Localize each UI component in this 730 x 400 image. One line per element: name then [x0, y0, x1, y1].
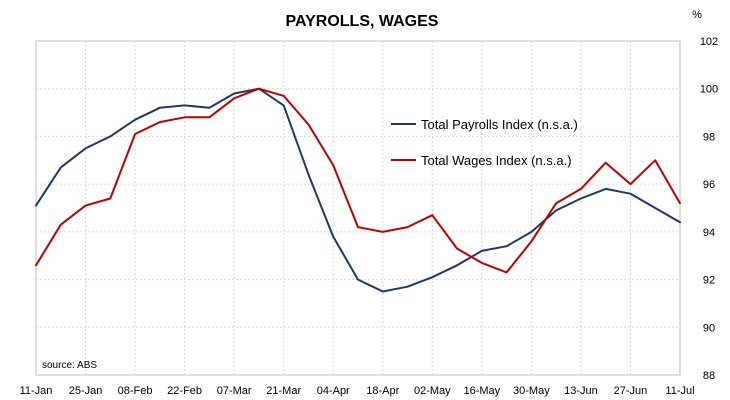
payrolls-series-line — [35, 87, 681, 293]
x-tick-label-02-May: 02-May — [414, 385, 451, 397]
x-tick-label-04-Apr: 04-Apr — [317, 385, 350, 397]
legend-label-payrolls: Total Payrolls Index (n.s.a.) — [421, 117, 578, 132]
wages-series-line — [35, 87, 681, 274]
x-tick-label-22-Feb: 22-Feb — [167, 385, 202, 397]
x-tick-label-18-Apr: 18-Apr — [366, 385, 399, 397]
y-axis-ticks: 88 90 92 94 96 98 100 102 — [700, 36, 718, 382]
x-tick-label-07-Mar: 07-Mar — [217, 385, 252, 397]
x-tick-label-21-Mar: 21-Mar — [266, 385, 301, 397]
x-tick-label-25-Jan: 25-Jan — [69, 385, 103, 397]
y-tick-label-94: 94 — [703, 227, 715, 239]
x-axis-ticks: 11-Jan 25-Jan 08-Feb 22-Feb 07-Mar 21-Mar 04-A… — [20, 385, 695, 397]
y-tick-label-88: 88 — [703, 370, 715, 382]
gridlines — [36, 41, 680, 375]
legend: Total Payrolls Index (n.s.a.) Total Wages… — [391, 117, 578, 168]
chart-title: PAYROLLS, WAGES — [286, 13, 439, 30]
y-tick-label-96: 96 — [703, 179, 715, 191]
y-axis-unit: % — [692, 9, 702, 21]
y-tick-label-92: 92 — [703, 275, 715, 287]
x-tick-label-11-Jan: 11-Jan — [20, 385, 53, 397]
source-note: source: ABS — [42, 360, 97, 371]
legend-label-wages: Total Wages Index (n.s.a.) — [421, 153, 572, 168]
y-tick-label-90: 90 — [703, 322, 715, 334]
x-tick-label-30-May: 30-May — [513, 385, 550, 397]
y-tick-label-102: 102 — [700, 36, 718, 48]
x-tick-label-13-Jun: 13-Jun — [564, 385, 598, 397]
x-tick-label-11-Jul: 11-Jul — [665, 385, 694, 397]
x-tick-label-08-Feb: 08-Feb — [118, 385, 153, 397]
y-tick-label-100: 100 — [700, 84, 718, 96]
x-tick-label-16-May: 16-May — [464, 385, 501, 397]
y-tick-label-98: 98 — [703, 131, 715, 143]
plot-area — [35, 40, 681, 376]
x-tick-label-27-Jun: 27-Jun — [614, 385, 648, 397]
series-lines — [35, 87, 681, 293]
